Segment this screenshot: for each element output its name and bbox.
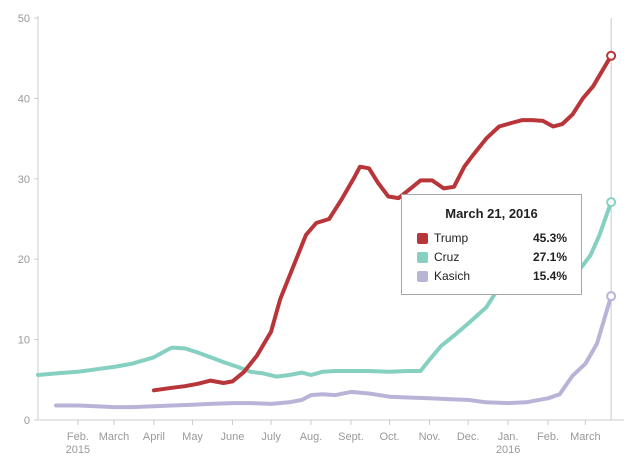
tooltip-name-kasich: Kasich: [434, 269, 471, 283]
series-line-trump: [151, 53, 614, 393]
y-tick-label: 10: [18, 335, 30, 347]
series-line-kasich: [54, 294, 614, 410]
tooltip-name-cruz: Cruz: [434, 250, 460, 264]
tooltip-swatch-cruz: [417, 252, 428, 263]
x-tick-label: March: [99, 431, 130, 443]
x-tick-label: July: [261, 431, 281, 443]
x-tick-label: Jan.: [498, 431, 519, 443]
y-tick-label: 40: [18, 93, 30, 105]
x-tick-label: April: [143, 431, 165, 443]
tooltip-swatch-kasich: [417, 271, 428, 282]
tooltip-title: March 21, 2016: [445, 206, 538, 221]
x-tick-label: May: [182, 431, 203, 443]
tooltip-value-cruz: 27.1%: [532, 250, 567, 264]
y-tick-label: 20: [18, 254, 30, 266]
x-tick-label: Dec.: [457, 431, 480, 443]
tooltip-swatch-trump: [417, 233, 428, 244]
end-markers: [606, 50, 617, 302]
x-tick-label: March: [570, 431, 601, 443]
x-tick-label: Aug.: [300, 431, 323, 443]
y-tick-label: 0: [24, 415, 30, 427]
tooltip-row-kasich: Kasich 15.4%: [417, 269, 567, 285]
x-tick-label: Feb.: [537, 431, 559, 443]
hover-tooltip: March 21, 2016 Trump 45.3% Cruz 27.1% Ka…: [401, 194, 582, 295]
tooltip-row-cruz: Cruz 27.1%: [417, 250, 567, 266]
end-marker-cruz: [606, 197, 617, 208]
end-marker-trump: [606, 50, 617, 61]
tooltip-value-trump: 45.3%: [532, 231, 567, 245]
x-tick-label: June: [221, 431, 245, 443]
x-tick-label: Oct.: [380, 431, 400, 443]
tooltip-name-trump: Trump: [434, 231, 469, 245]
x-tick-label: Sept.: [338, 431, 364, 443]
x-tick-year-label: 2015: [66, 444, 90, 456]
x-tick-label: Feb.: [67, 431, 89, 443]
tooltip-value-kasich: 15.4%: [532, 269, 567, 283]
y-tick-label: 30: [18, 174, 30, 186]
end-marker-kasich: [606, 291, 617, 302]
x-tick-year-label: 2016: [496, 444, 520, 456]
y-tick-label: 50: [18, 13, 30, 25]
x-tick-label: Nov.: [419, 431, 441, 443]
tooltip-row-trump: Trump 45.3%: [417, 231, 567, 247]
